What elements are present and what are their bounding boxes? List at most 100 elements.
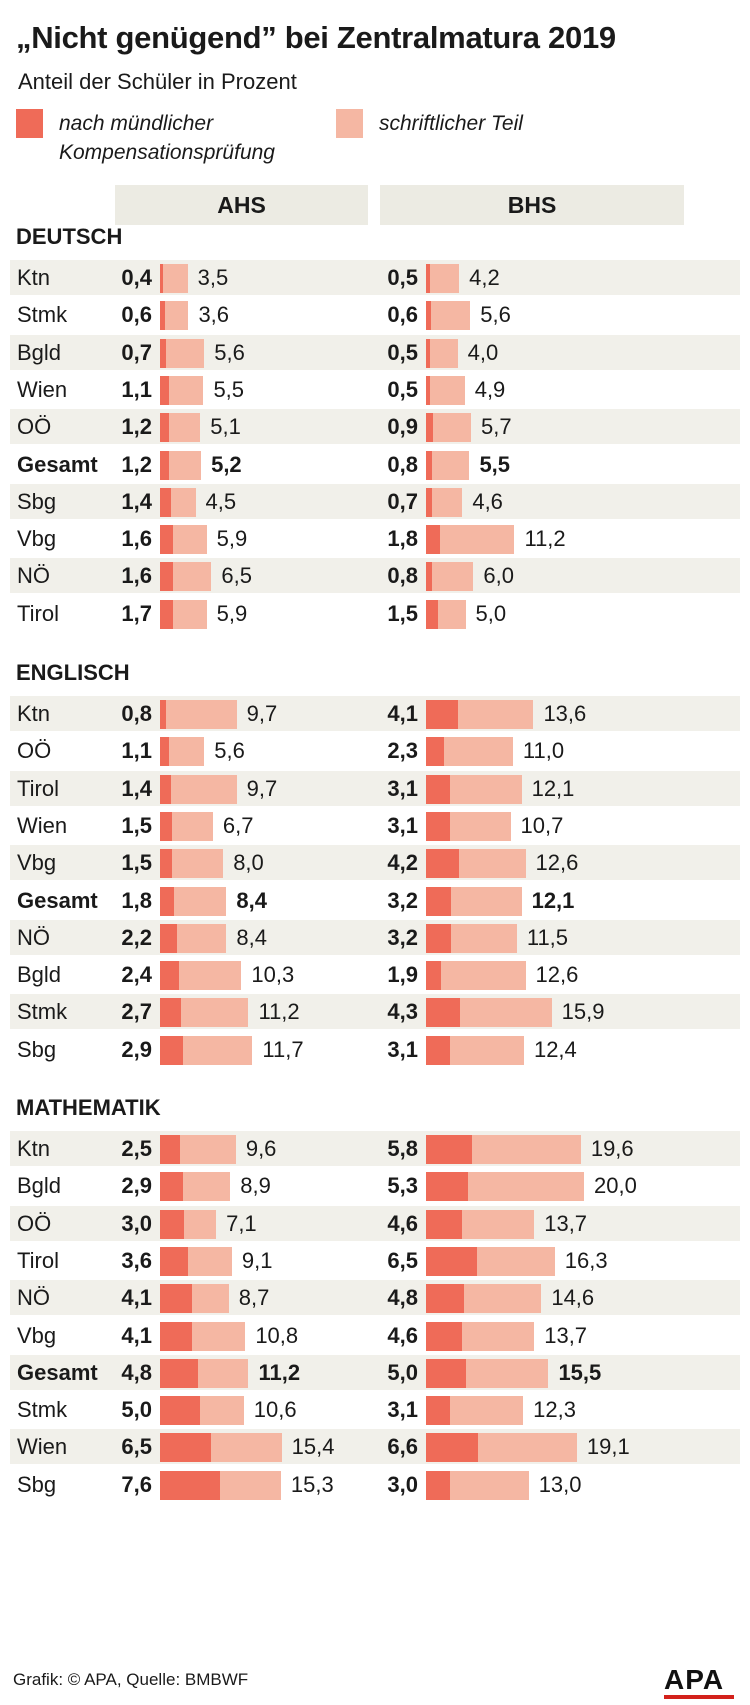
table-row: Tirol 1,7 5,9 1,5 5,0 <box>10 596 740 631</box>
bhs-oral-value: 0,8 <box>387 451 418 477</box>
bhs-oral-bar <box>426 1135 472 1164</box>
ahs-written-value: 10,8 <box>255 1322 299 1348</box>
table-row: Sbg 2,9 11,7 3,1 12,4 <box>10 1032 740 1067</box>
row-label: NÖ <box>17 563 50 589</box>
bhs-oral-bar <box>426 961 441 991</box>
bhs-oral-bar <box>426 301 431 331</box>
bhs-oral-bar <box>426 413 434 443</box>
row-label: Vbg <box>17 1322 57 1348</box>
table-row: Wien 1,1 5,5 0,5 4,9 <box>10 372 740 407</box>
ahs-written-value: 8,4 <box>236 887 267 913</box>
ahs-oral-bar <box>160 886 175 916</box>
legend-swatch-written <box>336 109 363 138</box>
bhs-oral-value: 5,8 <box>387 1136 418 1161</box>
row-label: OÖ <box>17 738 52 764</box>
row-label: Bgld <box>17 339 62 365</box>
bhs-written-value: 12,1 <box>531 775 575 801</box>
bhs-written-bar <box>426 413 472 443</box>
table-row: NÖ 2,2 8,4 3,2 11,5 <box>10 919 740 955</box>
table-row: Sbg 1,4 4,5 0,7 4,6 <box>10 483 740 519</box>
table-row: OÖ 1,2 5,1 0,9 5,7 <box>10 409 740 445</box>
bhs-written-value: 5,5 <box>479 451 511 477</box>
bhs-oral-bar <box>426 849 460 879</box>
ahs-oral-value: 0,6 <box>121 302 152 328</box>
ahs-written-value: 9,1 <box>241 1247 273 1273</box>
ahs-written-value: 8,9 <box>240 1173 271 1199</box>
bhs-oral-bar <box>426 450 433 480</box>
bhs-written-value: 14,6 <box>551 1285 595 1311</box>
ahs-oral-value: 1,6 <box>121 526 152 552</box>
bhs-oral-bar <box>426 487 432 517</box>
row-label: OÖ <box>17 1210 52 1236</box>
table-row: Ktn 0,8 9,7 4,1 13,6 <box>10 696 740 731</box>
row-label: Wien <box>17 1434 68 1460</box>
legend-label-written: schriftlicher Teil <box>379 112 523 135</box>
bhs-written-value: 12,1 <box>531 887 575 913</box>
ahs-oral-bar <box>160 1135 180 1164</box>
table-row: NÖ 1,6 6,5 0,8 6,0 <box>10 558 740 594</box>
table-row: Vbg 1,5 8,0 4,2 12,6 <box>10 845 740 881</box>
ahs-oral-value: 3,6 <box>121 1247 152 1273</box>
legend-label-oral-line2: Kompensationsprüfung <box>59 141 275 164</box>
table-row: Gesamt 1,2 5,2 0,8 5,5 <box>10 447 740 482</box>
ahs-written-bar <box>160 264 188 293</box>
ahs-oral-value: 1,4 <box>121 488 152 514</box>
bhs-written-bar <box>426 264 460 293</box>
row-label: Vbg <box>17 850 57 876</box>
ahs-written-value: 5,9 <box>216 600 248 626</box>
bhs-oral-value: 0,6 <box>387 302 418 328</box>
table-row: NÖ 4,1 8,7 4,8 14,6 <box>10 1280 740 1316</box>
chart-subtitle: Anteil der Schüler in Prozent <box>18 69 297 94</box>
ahs-oral-bar <box>160 737 169 767</box>
bhs-oral-value: 0,8 <box>387 563 418 589</box>
table-row: Bgld 2,9 8,9 5,3 20,0 <box>10 1168 740 1203</box>
bhs-written-bar <box>426 338 458 368</box>
ahs-oral-bar <box>160 264 164 293</box>
ahs-oral-value: 1,5 <box>121 850 152 876</box>
bhs-oral-bar <box>426 338 430 368</box>
source-credit: Grafik: © APA, Quelle: BMBWF <box>13 1670 249 1689</box>
ahs-written-value: 8,0 <box>233 850 264 876</box>
bhs-written-value: 13,7 <box>544 1210 588 1236</box>
row-label: Ktn <box>17 1136 51 1161</box>
bhs-oral-bar <box>426 1172 468 1202</box>
ahs-oral-value: 0,7 <box>121 339 152 365</box>
bhs-oral-value: 1,9 <box>387 962 418 988</box>
ahs-oral-bar <box>160 1470 221 1500</box>
bhs-oral-value: 4,1 <box>387 701 418 726</box>
bhs-oral-value: 5,3 <box>387 1173 418 1199</box>
row-label: Vbg <box>17 526 57 552</box>
bhs-oral-bar <box>426 375 430 405</box>
ahs-oral-value: 2,4 <box>121 962 152 988</box>
ahs-written-bar <box>160 700 237 729</box>
bhs-oral-value: 3,1 <box>387 775 418 801</box>
bhs-written-value: 15,9 <box>561 999 605 1025</box>
ahs-written-value: 5,6 <box>214 738 245 764</box>
bhs-written-value: 13,6 <box>543 701 587 726</box>
table-row: Vbg 1,6 5,9 1,8 11,2 <box>10 521 740 556</box>
row-label: Sbg <box>17 1471 57 1497</box>
ahs-written-value: 8,7 <box>238 1285 270 1311</box>
bhs-written-bar <box>426 450 470 480</box>
bhs-oral-bar <box>426 1358 466 1388</box>
ahs-oral-bar <box>160 1246 189 1276</box>
ahs-written-value: 3,6 <box>198 302 230 328</box>
bhs-written-value: 11,0 <box>522 738 565 764</box>
ahs-oral-value: 2,9 <box>121 1173 152 1199</box>
legend-swatch-oral <box>16 109 43 138</box>
bhs-oral-bar <box>426 1284 464 1314</box>
ahs-oral-value: 1,6 <box>121 563 152 589</box>
ahs-written-value: 5,9 <box>216 526 248 552</box>
bhs-oral-bar <box>426 1470 450 1500</box>
bhs-oral-value: 0,5 <box>387 265 418 290</box>
ahs-oral-bar <box>160 487 172 517</box>
bhs-written-value: 4,0 <box>467 339 499 365</box>
ahs-oral-bar <box>160 301 165 331</box>
row-label: Gesamt <box>17 1359 98 1385</box>
bhs-oral-bar <box>426 700 459 729</box>
ahs-written-value: 5,5 <box>213 376 245 402</box>
bhs-oral-value: 3,1 <box>387 812 418 838</box>
bhs-written-value: 11,5 <box>526 924 569 950</box>
row-label: Gesamt <box>17 887 98 913</box>
ahs-written-bar <box>160 774 237 804</box>
